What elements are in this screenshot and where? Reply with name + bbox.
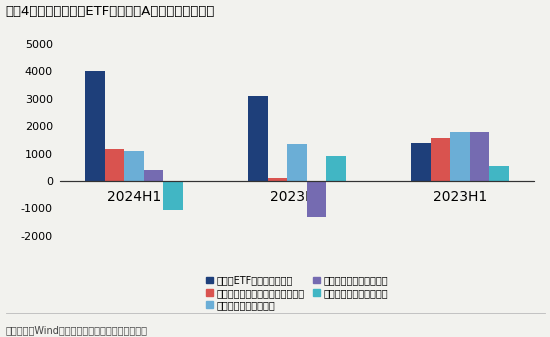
Bar — [268, 178, 287, 181]
Legend: 股票型ETF净流入（亿元）, 险资股票及基金规模变动（亿元）, 偏股基金发行（亿元）, 北上资金净流入（亿元）, 融资资金净流入（亿元）: 股票型ETF净流入（亿元）, 险资股票及基金规模变动（亿元）, 偏股基金发行（亿… — [206, 275, 388, 310]
Text: 资料来源：Wind，兴业证券经济与金融研究院整理: 资料来源：Wind，兴业证券经济与金融研究院整理 — [6, 325, 147, 335]
Bar — [450, 132, 470, 181]
Text: 图表4、今年上半年，ETF与保险是A股市场的主导增量: 图表4、今年上半年，ETF与保险是A股市场的主导增量 — [6, 5, 215, 18]
Bar — [85, 71, 104, 181]
Bar — [104, 150, 124, 181]
Bar — [431, 139, 450, 181]
Bar — [411, 143, 431, 181]
Bar — [490, 166, 509, 181]
Bar — [287, 144, 307, 181]
Bar — [248, 96, 268, 181]
Bar — [326, 156, 346, 181]
Bar — [470, 132, 490, 181]
Bar — [163, 181, 183, 210]
Bar — [144, 170, 163, 181]
Bar — [124, 151, 144, 181]
Bar — [307, 181, 326, 217]
